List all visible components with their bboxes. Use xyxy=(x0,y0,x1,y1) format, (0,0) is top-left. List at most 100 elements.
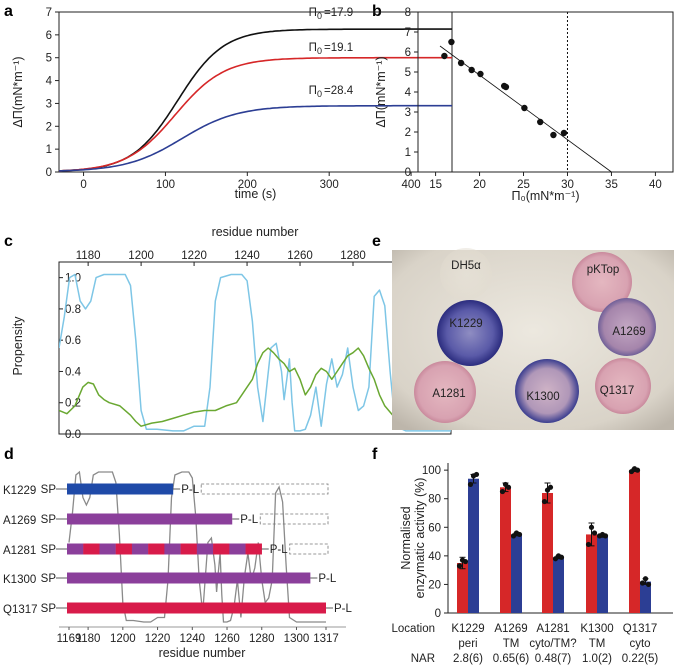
panel-f-y-tick-label: 0 xyxy=(435,608,441,620)
panel-a-x-tick-label: 100 xyxy=(156,179,175,191)
panel-a-series-label: Π0 xyxy=(309,42,322,56)
panel-a-y-tick-label: 1 xyxy=(46,144,52,156)
location-label: cyto/TM? xyxy=(529,638,576,650)
construct-bar-segment xyxy=(180,543,198,555)
panel-f-replicate-dot xyxy=(516,531,523,538)
construct-bar-segment xyxy=(213,543,230,555)
panel-c-series-line xyxy=(59,273,451,432)
panel-f-replicate-dot xyxy=(639,580,646,586)
colony-label: Q1317 xyxy=(600,385,635,397)
panel-a-y-tick-label: 7 xyxy=(46,7,52,19)
panel-c-y-axis-label: Propensity xyxy=(11,316,25,376)
panel-a-series-label: Π0 xyxy=(309,85,322,99)
panel-f-y-tick-label: 80 xyxy=(428,494,441,506)
panel-b-y-tick-label: 7 xyxy=(405,27,411,39)
panel-c-series-line xyxy=(59,347,451,427)
nar-value: 2.8(6) xyxy=(453,653,483,665)
category-label: A1269 xyxy=(494,623,527,635)
location-label: peri xyxy=(458,638,477,650)
panel-c-chart: residue number 1180 1200 1220 1240 1260 1280 1… xyxy=(11,225,452,441)
category-label: K1300 xyxy=(580,623,613,635)
panel-f-y-axis-label: Normalisedenzymatic activity (%) xyxy=(399,478,427,599)
panel-a-y-tick-label: 4 xyxy=(46,76,53,88)
location-label: TM xyxy=(503,638,520,650)
panel-f-y-tick-label: 20 xyxy=(428,579,441,591)
panel-b-x-tick-label: 15 xyxy=(429,179,442,191)
panel-d-x-tick-label: 1180 xyxy=(76,633,101,645)
panel-label-a: a xyxy=(4,3,13,20)
panel-f-replicate-dot xyxy=(499,488,506,495)
panel-a-y-axis-label: ΔΠ(mN*m⁻¹) xyxy=(11,56,25,127)
panel-b-point xyxy=(537,118,544,126)
colony-label: A1281 xyxy=(432,388,465,400)
panel-b-x-tick-label: 40 xyxy=(649,179,662,191)
panel-b-point xyxy=(521,104,528,112)
panel-a-plot-frame xyxy=(58,11,453,173)
panel-a-y-tick-label: 5 xyxy=(46,53,52,65)
colony-label: DH5α xyxy=(451,260,481,272)
signal-peptide-label: SP xyxy=(41,544,57,556)
panel-f-bar xyxy=(553,557,564,613)
panel-label-c: c xyxy=(4,233,13,250)
construct-bar-segment xyxy=(229,543,246,555)
panel-d-x-axis-label: residue number xyxy=(159,646,246,660)
panel-a-y-tick-label: 2 xyxy=(46,121,52,133)
panel-d-x-tick-label: 1169 xyxy=(57,633,82,645)
panel-f-replicate-dot xyxy=(558,554,565,560)
panel-d-x-tick-label: 1240 xyxy=(179,633,205,645)
panel-a-series-label: Π0 xyxy=(309,7,322,21)
panel-c-y-tick-label: 1.0 xyxy=(65,273,81,285)
panel-f-bar xyxy=(597,535,608,613)
panel-a-series-value: =17.9 xyxy=(324,7,353,19)
panel-f-bar xyxy=(511,534,522,613)
panel-b-point xyxy=(502,83,510,91)
panel-f-bar xyxy=(640,581,651,613)
colony-label: A1269 xyxy=(612,326,645,338)
colony-label: K1229 xyxy=(449,318,482,330)
signal-peptide-label: SP xyxy=(41,573,57,585)
panel-f-bar xyxy=(457,563,468,613)
panel-b-point xyxy=(477,70,484,78)
construct-name: Q1317 xyxy=(3,604,38,616)
panel-a-series-line xyxy=(59,56,452,172)
panel-c-x-tick-label: 1200 xyxy=(128,250,154,262)
category-label: A1281 xyxy=(536,623,569,635)
construct-bar-segment xyxy=(148,543,165,555)
panel-a-series-line xyxy=(59,28,452,172)
phoa-lacz-label: P-L xyxy=(270,544,289,556)
panel-c-x-tick-label: 1220 xyxy=(181,250,207,262)
construct-bar-segment xyxy=(99,543,116,555)
panel-c-y-tick-label: 0.8 xyxy=(65,304,81,316)
panel-a-y-tick-label: 3 xyxy=(46,98,52,110)
panel-f-bar xyxy=(542,493,553,613)
panel-d-x-tick-label: 1280 xyxy=(249,633,275,645)
colony-spot-a1269 xyxy=(598,298,656,356)
colony-spot-k1300 xyxy=(515,359,579,423)
colony-spot-k1229 xyxy=(437,300,503,366)
construct-bar xyxy=(67,572,311,584)
panel-b-point xyxy=(560,129,568,137)
panel-label-d: d xyxy=(4,446,14,463)
panel-d-x-tick-label: 1260 xyxy=(214,633,240,645)
signal-peptide-label: SP xyxy=(41,514,57,526)
panel-b-plot-frame xyxy=(417,11,674,173)
colony-label: pKTop xyxy=(587,264,620,276)
colony-spot-pktop xyxy=(572,252,632,312)
panel-f-chart: 0 20 40 60 80 100 Location NAR K1229 peri 2.8(6) A… xyxy=(392,463,673,665)
panel-b-y-tick-label: 8 xyxy=(405,7,411,19)
location-label: cyto xyxy=(629,638,650,650)
missing-region-box xyxy=(200,483,329,495)
nar-value: 1.0(2) xyxy=(582,653,612,665)
panel-b-y-tick-label: 6 xyxy=(405,47,411,59)
construct-bar-segment xyxy=(131,543,149,555)
panel-b-point xyxy=(441,52,448,60)
category-label: K1229 xyxy=(451,623,484,635)
location-label: TM xyxy=(589,638,606,650)
signal-peptide-label: SP xyxy=(41,484,57,496)
panel-d-x-tick-label: 1200 xyxy=(110,633,136,645)
panel-label-f: f xyxy=(372,446,378,463)
panel-b-y-tick-label: 1 xyxy=(405,147,411,159)
panel-f-replicate-dot xyxy=(602,533,609,539)
panel-c-title: residue number xyxy=(212,225,299,239)
